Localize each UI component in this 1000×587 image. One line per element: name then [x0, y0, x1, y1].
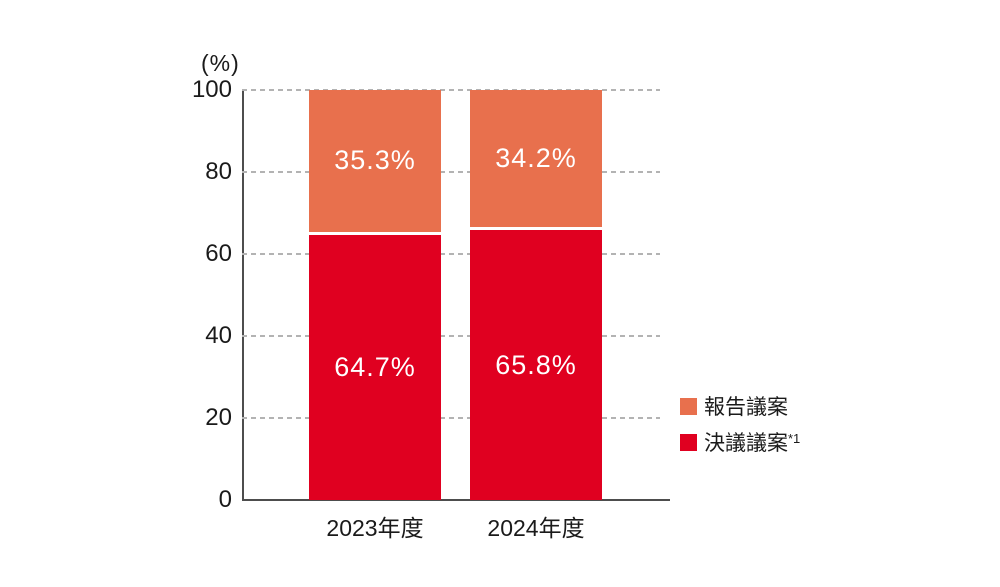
y-tick-label-80: 80: [205, 158, 232, 185]
legend-item-決議議案: 決議議案*1: [680, 426, 800, 458]
legend-label-footnote-marker: *1: [788, 431, 801, 446]
y-tick-label-20: 20: [205, 404, 232, 431]
y-axis-line: [242, 90, 244, 501]
x-category-label-2024年度: 2024年度: [487, 515, 585, 541]
segment-value-label: 34.2%: [495, 143, 577, 174]
gridline-80: [242, 171, 660, 173]
y-tick-label-0: 0: [218, 486, 232, 513]
chart-legend: 報告議案決議議案*1: [680, 390, 800, 462]
bar-2023年度: 64.7% 35.3%: [309, 90, 441, 500]
segment-value-label: 64.7%: [334, 351, 416, 382]
plot-area: 64.7% 35.3% 65.8% 34.2%: [242, 89, 660, 500]
gridline-20: [242, 417, 660, 419]
y-tick-label-40: 40: [205, 322, 232, 349]
y-tick-label-100: 100: [191, 76, 232, 103]
legend-item-報告議案: 報告議案: [680, 390, 800, 422]
gridline-60: [242, 253, 660, 255]
legend-swatch-icon: [680, 397, 697, 415]
segment-報告議案-2023年度: 35.3%: [309, 90, 441, 235]
gridline-40: [242, 335, 660, 337]
legend-swatch-icon: [680, 433, 697, 451]
legend-label: 報告議案: [704, 396, 788, 419]
segment-value-label: 65.8%: [495, 349, 577, 380]
bar-2024年度: 65.8% 34.2%: [470, 90, 602, 500]
legend-label: 決議議案*1: [704, 431, 801, 455]
y-tick-label-60: 60: [205, 240, 232, 267]
segment-決議議案-2023年度: 64.7%: [309, 234, 441, 500]
x-axis-line: [242, 499, 670, 501]
segment-value-label: 35.3%: [334, 145, 416, 176]
y-axis-unit-label: (%): [201, 50, 240, 76]
segment-報告議案-2024年度: 34.2%: [470, 90, 602, 231]
x-category-label-2023年度: 2023年度: [326, 515, 424, 541]
segment-決議議案-2024年度: 65.8%: [470, 230, 602, 500]
gridline-100: [242, 89, 660, 91]
